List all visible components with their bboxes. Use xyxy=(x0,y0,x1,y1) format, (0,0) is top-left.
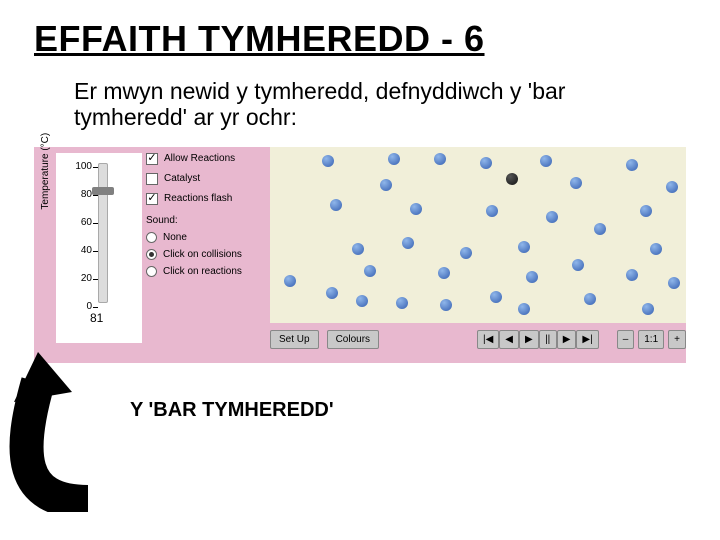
sound-radio[interactable] xyxy=(146,266,157,277)
particle-blue xyxy=(626,269,638,281)
reactions-flash-label: Reactions flash xyxy=(164,193,232,204)
slide-title: EFFAITH TYMHEREDD - 6 xyxy=(34,18,686,60)
particle-blue xyxy=(546,211,558,223)
particle-blue xyxy=(460,247,472,259)
temperature-axis-label: Temperature (°C) xyxy=(40,133,51,210)
allow-reactions-checkbox[interactable] xyxy=(146,153,158,165)
temperature-tick-mark xyxy=(93,195,98,196)
reactions-flash-checkbox[interactable] xyxy=(146,193,158,205)
temperature-tick-label: 80 xyxy=(66,189,92,200)
temperature-tick-mark xyxy=(93,167,98,168)
particle-blue xyxy=(364,265,376,277)
temperature-tick-label: 20 xyxy=(66,273,92,284)
particle-blue xyxy=(388,153,400,165)
temperature-tick-label: 40 xyxy=(66,245,92,256)
sound-radio-label: Click on reactions xyxy=(163,266,242,277)
particle-blue xyxy=(526,271,538,283)
temperature-tick-label: 100 xyxy=(66,161,92,172)
particle-blue xyxy=(668,277,680,289)
zoom-out-button[interactable]: – xyxy=(617,330,635,349)
sound-label: Sound: xyxy=(146,215,264,226)
pause-button[interactable]: || xyxy=(539,330,557,349)
particle-blue xyxy=(396,297,408,309)
sound-radio[interactable] xyxy=(146,249,157,260)
temperature-tick-mark xyxy=(93,279,98,280)
play-button[interactable]: ▶ xyxy=(519,330,539,349)
temperature-bar: Temperature (°C) 100806040200 81 xyxy=(56,153,142,343)
particle-blue xyxy=(626,159,638,171)
particle-blue xyxy=(322,155,334,167)
temperature-slider-track[interactable] xyxy=(98,163,108,303)
particle-blue xyxy=(326,287,338,299)
particle-blue xyxy=(380,179,392,191)
particle-blue xyxy=(666,181,678,193)
callout-arrow xyxy=(8,352,118,502)
playback-controls: |◀ ◀ ▶ || ▶ ▶| xyxy=(477,330,599,349)
particle-blue xyxy=(642,303,654,315)
body-text: Er mwyn newid y tymheredd, defnyddiwch y… xyxy=(74,78,676,131)
particle-dark xyxy=(506,173,518,185)
particle-blue xyxy=(518,241,530,253)
temperature-tick-mark xyxy=(93,307,98,308)
colours-button[interactable]: Colours xyxy=(327,330,379,349)
temperature-tick-label: 0 xyxy=(66,301,92,312)
particle-blue xyxy=(640,205,652,217)
zoom-controls: – 1:1 + xyxy=(617,330,686,349)
particle-blue xyxy=(572,259,584,271)
simulation-viewport xyxy=(270,147,686,323)
sound-radio[interactable] xyxy=(146,232,157,243)
temperature-tick-mark xyxy=(93,251,98,252)
options-panel: Allow Reactions Catalyst Reactions flash… xyxy=(146,153,264,323)
particle-blue xyxy=(402,237,414,249)
button-bar: Set Up Colours |◀ ◀ ▶ || ▶ ▶| – 1:1 + xyxy=(270,327,686,353)
sound-radio-label: Click on collisions xyxy=(163,249,242,260)
particle-blue xyxy=(540,155,552,167)
sound-radio-label: None xyxy=(163,232,187,243)
particle-blue xyxy=(594,223,606,235)
catalyst-label: Catalyst xyxy=(164,173,200,184)
figure-caption: Y 'BAR TYMHEREDD' xyxy=(130,399,686,422)
particle-blue xyxy=(486,205,498,217)
particle-blue xyxy=(490,291,502,303)
particle-blue xyxy=(410,203,422,215)
particle-blue xyxy=(352,243,364,255)
temperature-readout: 81 xyxy=(90,311,103,325)
setup-button[interactable]: Set Up xyxy=(270,330,319,349)
particle-blue xyxy=(518,303,530,315)
step-back-button[interactable]: ◀ xyxy=(499,330,519,349)
particle-blue xyxy=(570,177,582,189)
zoom-in-button[interactable]: + xyxy=(668,330,686,349)
particle-blue xyxy=(356,295,368,307)
particle-blue xyxy=(284,275,296,287)
step-forward-button[interactable]: ▶ xyxy=(557,330,577,349)
temperature-tick-label: 60 xyxy=(66,217,92,228)
particle-blue xyxy=(330,199,342,211)
allow-reactions-label: Allow Reactions xyxy=(164,153,235,164)
particle-blue xyxy=(440,299,452,311)
zoom-reset-button[interactable]: 1:1 xyxy=(638,330,664,349)
particle-blue xyxy=(584,293,596,305)
skip-back-button[interactable]: |◀ xyxy=(477,330,499,349)
catalyst-checkbox[interactable] xyxy=(146,173,158,185)
particle-blue xyxy=(434,153,446,165)
particle-blue xyxy=(438,267,450,279)
simulation-figure: Temperature (°C) 100806040200 81 Allow R… xyxy=(34,147,686,363)
temperature-slider-thumb[interactable] xyxy=(92,187,114,195)
temperature-tick-mark xyxy=(93,223,98,224)
particle-blue xyxy=(650,243,662,255)
particle-blue xyxy=(480,157,492,169)
skip-forward-button[interactable]: ▶| xyxy=(576,330,598,349)
